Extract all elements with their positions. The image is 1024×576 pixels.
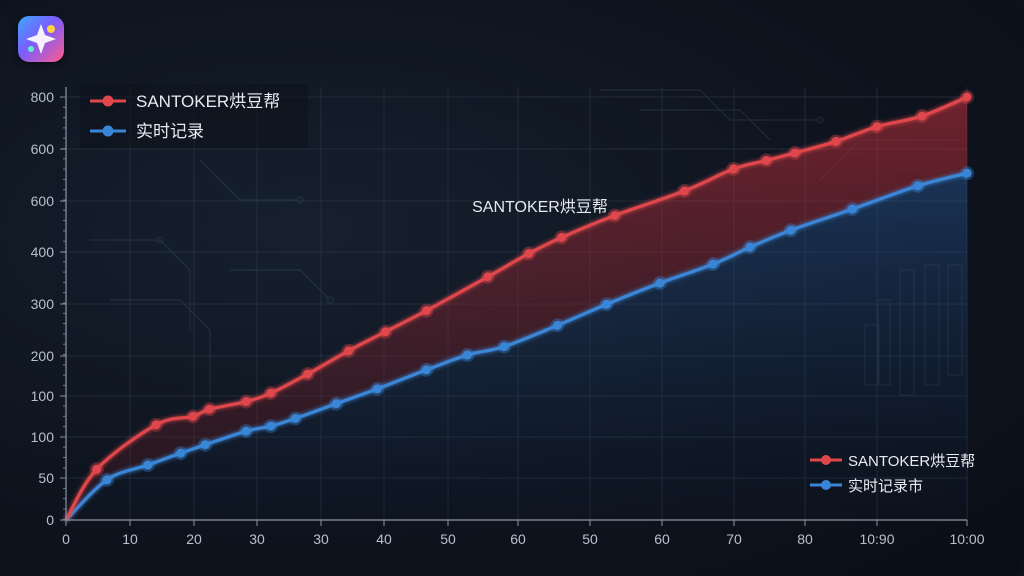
legend-item-santoker[interactable]: SANTOKER烘豆帮 — [810, 453, 975, 470]
y-tick-label: 600 — [31, 141, 55, 157]
legend-bottom-right: SANTOKER烘豆帮 实时记录市 — [810, 453, 975, 495]
y-tick-label: 200 — [31, 348, 55, 364]
areas — [66, 97, 967, 520]
data-point-realtime — [266, 421, 276, 431]
data-point-santoker — [962, 92, 972, 102]
data-point-santoker — [679, 186, 689, 196]
x-tick-label: 30 — [249, 531, 265, 547]
data-point-realtime — [421, 365, 431, 375]
data-point-realtime — [499, 342, 509, 352]
data-point-realtime — [176, 448, 186, 458]
series-line-realtime — [64, 171, 968, 522]
legend-item-realtime[interactable]: 实时记录市 — [810, 478, 923, 495]
data-point-santoker — [204, 404, 214, 414]
data-point-santoker — [188, 411, 198, 421]
legend-label: SANTOKER烘豆帮 — [848, 453, 975, 470]
series-points — [89, 90, 974, 487]
data-point-realtime — [745, 242, 755, 252]
y-tick-label: 100 — [31, 429, 55, 445]
data-point-realtime — [913, 181, 923, 191]
legend-top-left: SANTOKER烘豆帮 实时记录 — [80, 84, 308, 148]
data-point-realtime — [462, 350, 472, 360]
data-point-realtime — [847, 204, 857, 214]
legend-item-realtime[interactable]: 实时记录 — [90, 122, 204, 141]
data-point-santoker — [241, 397, 251, 407]
data-point-santoker — [266, 388, 276, 398]
y-tick-label: 600 — [31, 193, 55, 209]
data-point-realtime — [290, 413, 300, 423]
data-point-realtime — [708, 259, 718, 269]
data-point-santoker — [790, 148, 800, 158]
x-tick-label: 70 — [726, 531, 742, 547]
data-point-realtime — [143, 460, 153, 470]
data-point-santoker — [831, 136, 841, 146]
legend-label: 实时记录市 — [848, 478, 923, 495]
data-point-santoker — [421, 306, 431, 316]
x-tick-label: 10:00 — [949, 531, 984, 547]
y-tick-label: 100 — [31, 388, 55, 404]
axes: 0 50 100 100 200 300 400 600 600 800 0 10 20 30 30 40 50… — [31, 87, 985, 547]
data-point-santoker — [483, 272, 493, 282]
data-point-realtime — [655, 278, 665, 288]
data-point-santoker — [92, 464, 102, 474]
y-tick-label: 50 — [38, 470, 54, 486]
y-tick-label: 800 — [31, 89, 55, 105]
chart-annotation: SANTOKER烘豆帮 — [472, 198, 608, 216]
data-point-realtime — [241, 426, 251, 436]
data-point-santoker — [761, 155, 771, 165]
data-point-santoker — [729, 164, 739, 174]
x-tick-label: 30 — [313, 531, 329, 547]
data-point-santoker — [557, 232, 567, 242]
data-point-realtime — [552, 320, 562, 330]
data-point-santoker — [380, 327, 390, 337]
data-point-santoker — [344, 346, 354, 356]
data-point-santoker — [917, 111, 927, 121]
data-point-realtime — [331, 399, 341, 409]
data-point-realtime — [786, 225, 796, 235]
data-point-realtime — [372, 384, 382, 394]
data-point-realtime — [200, 440, 210, 450]
data-point-realtime — [102, 475, 112, 485]
y-tick-label: 0 — [46, 512, 54, 528]
app-logo-icon[interactable] — [18, 16, 64, 62]
data-point-santoker — [610, 210, 620, 220]
x-tick-label: 0 — [62, 531, 70, 547]
area-realtime — [66, 173, 967, 520]
legend-label: 实时记录 — [136, 122, 204, 141]
y-tick-label: 300 — [31, 296, 55, 312]
data-point-santoker — [524, 249, 534, 259]
data-point-realtime — [962, 168, 972, 178]
x-tick-label: 50 — [582, 531, 598, 547]
data-point-santoker — [151, 420, 161, 430]
x-tick-label: 60 — [510, 531, 526, 547]
x-tick-label: 20 — [186, 531, 202, 547]
x-tick-label: 50 — [440, 531, 456, 547]
data-point-santoker — [872, 122, 882, 132]
x-tick-label: 80 — [797, 531, 813, 547]
x-tick-label: 10 — [122, 531, 138, 547]
area-santoker — [66, 97, 967, 520]
data-point-santoker — [303, 369, 313, 379]
data-point-realtime — [602, 299, 612, 309]
legend-label: SANTOKER烘豆帮 — [136, 92, 280, 111]
legend-item-santoker[interactable]: SANTOKER烘豆帮 — [90, 92, 280, 111]
x-tick-label: 60 — [654, 531, 670, 547]
y-tick-label: 400 — [31, 244, 55, 260]
x-tick-label: 10:90 — [859, 531, 894, 547]
x-tick-label: 40 — [376, 531, 392, 547]
